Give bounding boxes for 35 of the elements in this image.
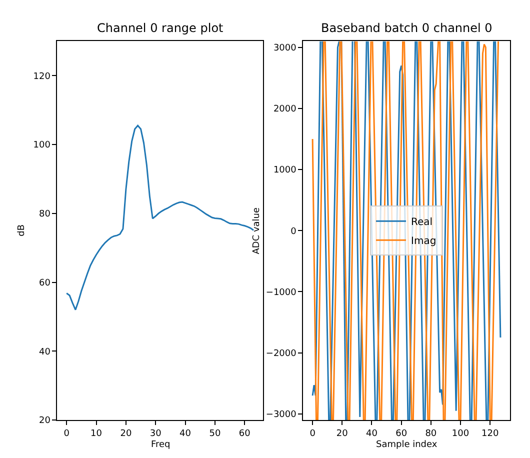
y-tick-label: 1000 [273, 166, 297, 176]
x-axis-title: Sample index [376, 440, 438, 450]
y-tick-label: −3000 [266, 410, 297, 420]
x-tick-label: 10 [90, 428, 102, 439]
y-tick-label: 60 [38, 278, 51, 288]
x-tick-label: 60 [396, 428, 408, 439]
x-tick-label: 50 [209, 428, 221, 439]
y-tick-label: 120 [33, 72, 51, 82]
y-tick-label: 40 [38, 347, 51, 358]
chart-title: Baseband batch 0 channel 0 [321, 21, 492, 35]
x-tick-label: 20 [336, 428, 348, 439]
y-tick-label: 80 [38, 210, 51, 220]
x-tick-label: 40 [180, 428, 192, 439]
y-tick-label: 20 [38, 416, 51, 426]
x-tick-label: 0 [310, 428, 316, 439]
x-tick-label: 120 [482, 428, 499, 439]
x-tick-label: 30 [150, 428, 162, 439]
y-tick-label: 3000 [273, 43, 297, 54]
x-tick-label: 100 [452, 428, 470, 439]
x-tick-label: 40 [366, 428, 378, 439]
x-tick-label: 20 [120, 428, 132, 439]
y-tick-label: −1000 [266, 288, 297, 298]
x-axis-title: Freq [151, 440, 170, 450]
y-tick-label: 100 [33, 140, 51, 151]
y-axis-title: ADC value [252, 206, 262, 254]
y-tick-label: −2000 [266, 348, 297, 359]
x-tick-label: 0 [64, 428, 70, 439]
series-label: Imag [411, 236, 436, 248]
legend-label: Real [411, 217, 433, 228]
y-axis-title: dB [17, 224, 28, 236]
x-tick-label: 80 [425, 428, 437, 439]
chart-title: Channel 0 range plot [97, 21, 224, 35]
x-tick-label: 60 [238, 428, 251, 439]
y-tick-label: 2000 [273, 104, 297, 115]
y-tick-label: 0 [290, 226, 297, 237]
